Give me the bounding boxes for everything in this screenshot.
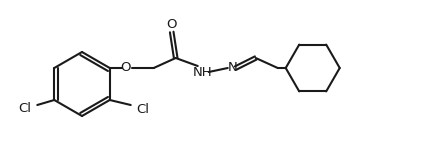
Text: N: N <box>228 62 237 74</box>
Text: Cl: Cl <box>137 102 150 116</box>
Text: O: O <box>167 19 177 31</box>
Text: O: O <box>121 62 131 74</box>
Text: NH: NH <box>193 66 213 78</box>
Text: Cl: Cl <box>18 102 31 116</box>
